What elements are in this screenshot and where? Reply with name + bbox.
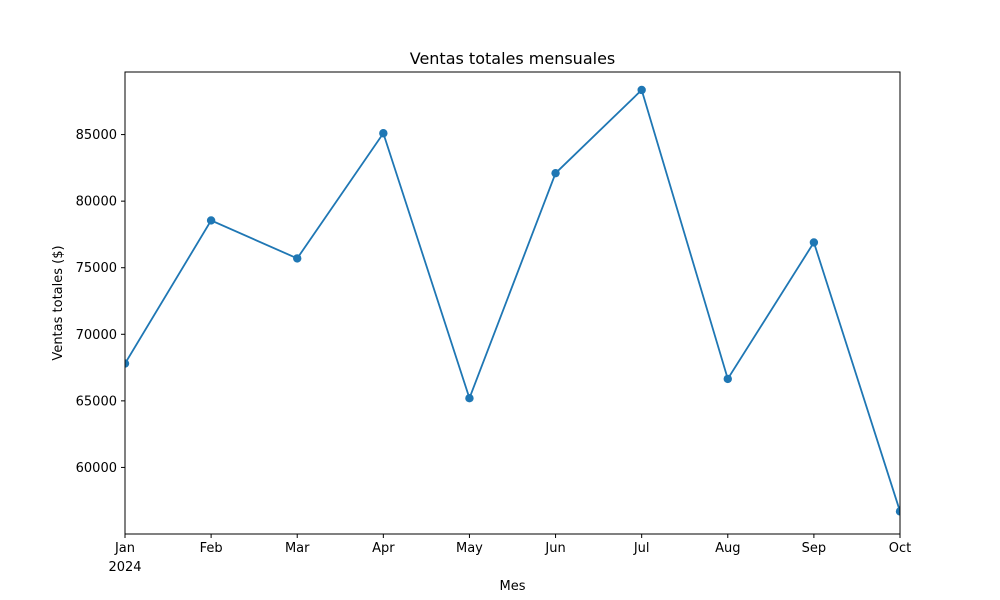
data-point-jul [637,85,646,95]
y-axis: 60000 65000 70000 75000 80000 85000 [76,128,125,476]
data-point-jan [125,359,130,368]
series-line [125,88,900,512]
chart-title: Ventas totales mensuales [410,49,616,68]
data-point-may [465,393,474,403]
x-tick-label: Oct [889,541,911,556]
x-axis: Jan Feb Mar Apr May Jun Jul Aug Sep Oct 2024 [108,534,911,575]
data-point-jun [551,168,560,178]
data-point-oct [895,507,900,516]
x-tick-label: May [456,541,483,556]
y-tick-label: 85000 [76,128,117,143]
x-tick-label: Feb [200,541,223,556]
x-tick-label: Aug [715,541,740,556]
x-axis-label: Mes [500,579,526,594]
data-point-feb [206,216,216,225]
data-point-sep [809,238,819,247]
x-year-label: 2024 [108,560,141,575]
data-point-mar [293,254,302,263]
data-point-apr [379,129,388,138]
y-tick-label: 65000 [76,394,117,409]
y-tick-label: 70000 [76,328,117,343]
plot-frame [124,71,901,535]
x-tick-label: Jun [544,541,565,556]
x-tick-label: Mar [285,541,310,556]
x-tick-label: Apr [372,541,395,556]
y-tick-label: 75000 [76,261,117,276]
y-tick-label: 60000 [76,461,117,476]
y-tick-label: 80000 [76,195,117,210]
x-tick-label: Sep [802,541,827,556]
data-point-aug [723,374,732,384]
x-tick-label: Jan [114,541,135,556]
x-tick-label: Jul [633,541,650,556]
y-axis-label: Ventas totales ($) [51,245,66,360]
series-line-group [125,85,900,516]
